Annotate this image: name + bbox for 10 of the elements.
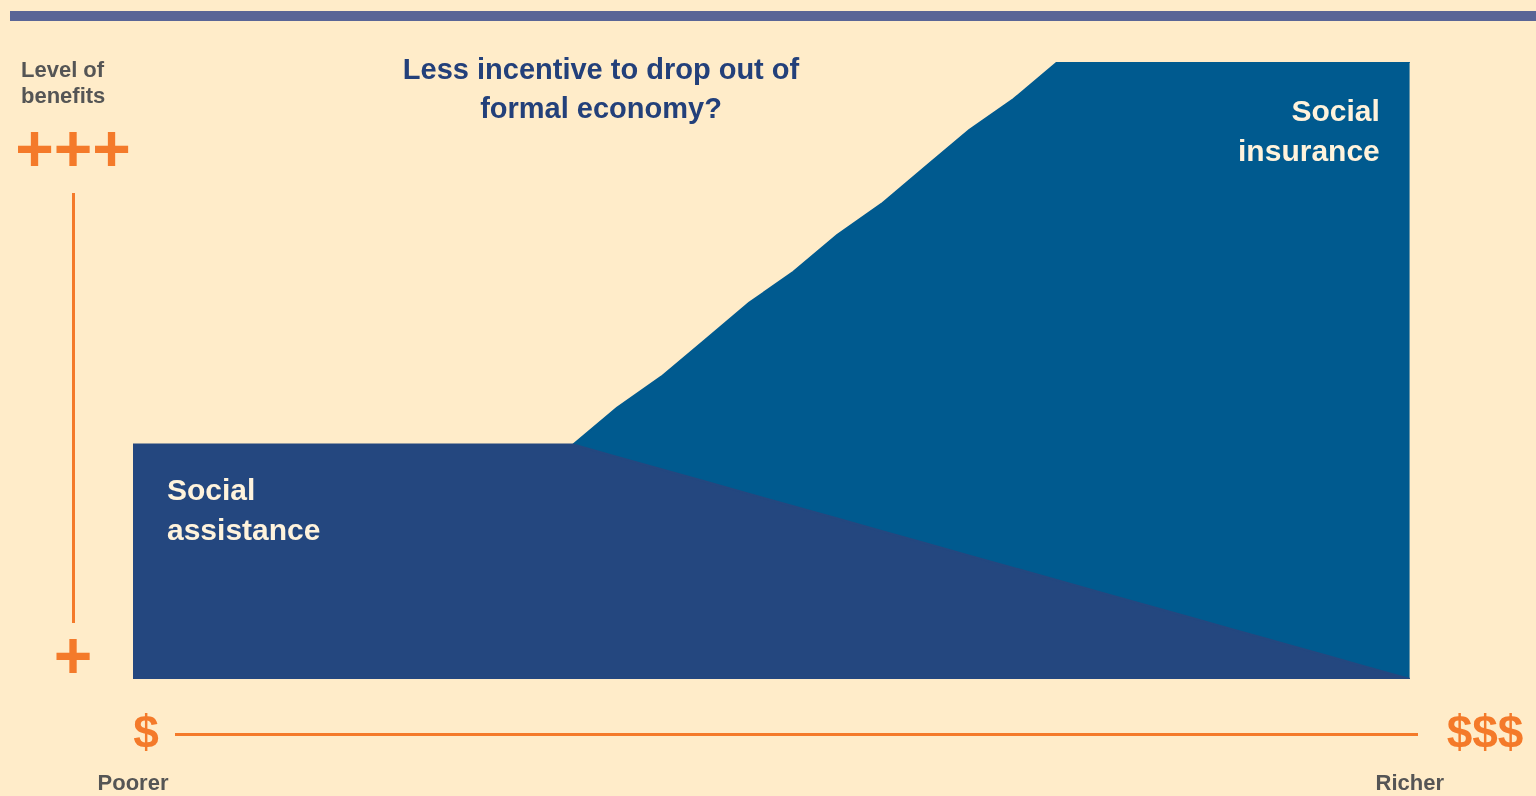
series-label: Social assistance bbox=[167, 473, 321, 547]
text: $$$ bbox=[1446, 705, 1524, 758]
annotation: Less incentive to drop out of formal economy? bbox=[402, 53, 800, 124]
y-axis-title: Level of benefits bbox=[21, 57, 106, 109]
annotation: +++ bbox=[15, 111, 131, 186]
text: $ bbox=[133, 705, 159, 758]
series-label: Social insurance bbox=[1238, 94, 1380, 168]
text: + bbox=[53, 618, 93, 693]
x-tick-label: Richer bbox=[1375, 770, 1445, 796]
x-tick-label: Poorer bbox=[97, 770, 169, 796]
